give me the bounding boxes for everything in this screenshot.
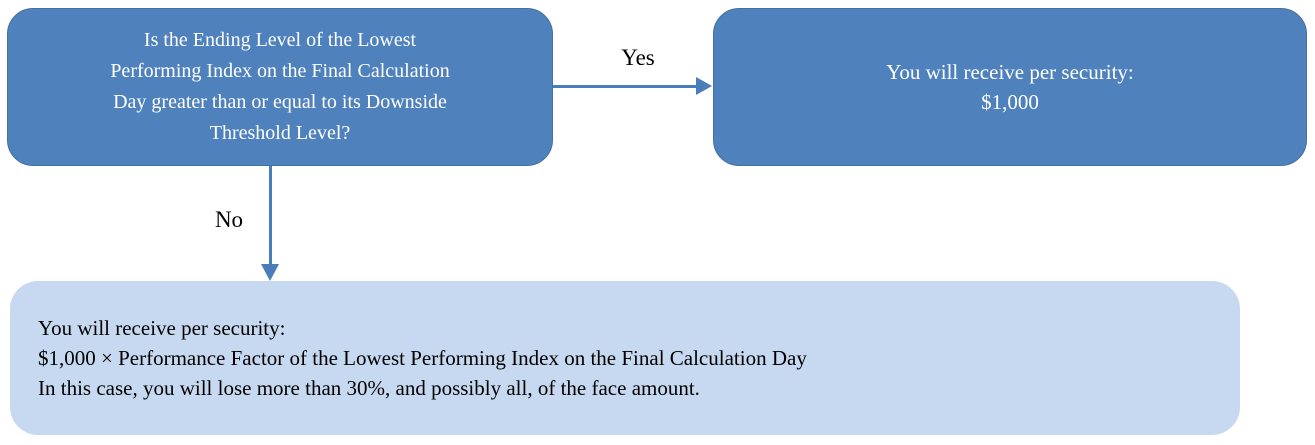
no-outcome-box: You will receive per security: $1,000 × … [10, 281, 1240, 435]
no-arrow-line [269, 166, 272, 265]
no-outcome-line: You will receive per security: [38, 316, 286, 340]
no-branch-label: No [214, 207, 244, 232]
no-outcome-line: In this case, you will lose more than 30… [38, 376, 700, 400]
yes-outcome-line: $1,000 [981, 90, 1039, 114]
yes-outcome-box: You will receive per security: $1,000 [713, 8, 1307, 166]
decision-box-line: Threshold Level? [209, 122, 351, 144]
decision-box: Is the Ending Level of the Lowest Perfor… [7, 8, 553, 166]
decision-box-line: Is the Ending Level of the Lowest [143, 29, 417, 51]
yes-arrowhead-icon [696, 77, 712, 95]
no-arrowhead-icon [261, 264, 279, 281]
decision-box-line: Day greater than or equal to its Downsid… [113, 91, 447, 113]
yes-arrow-line [553, 85, 699, 88]
yes-outcome-line: You will receive per security: [886, 60, 1134, 84]
no-outcome-line: $1,000 × Performance Factor of the Lowes… [38, 346, 807, 370]
yes-branch-label: Yes [621, 45, 655, 70]
decision-box-line: Performing Index on the Final Calculatio… [110, 60, 450, 82]
